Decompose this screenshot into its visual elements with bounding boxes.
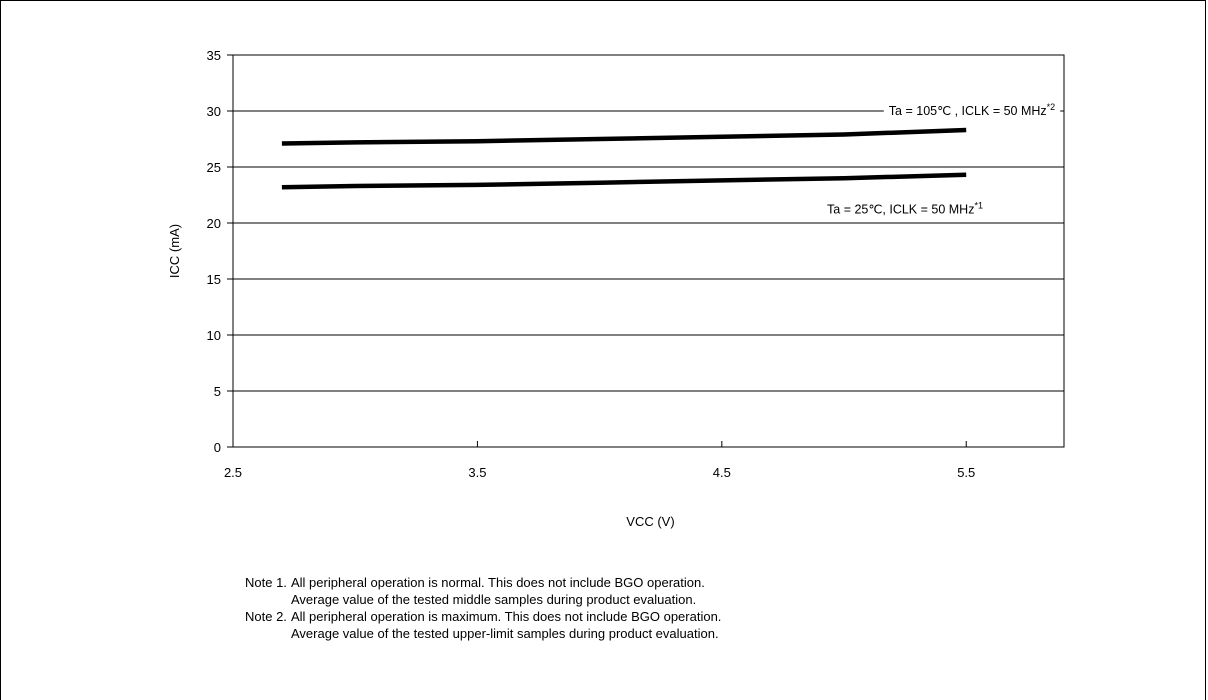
x-tick-label: 5.5: [957, 465, 975, 480]
series-label-2: Ta = 25℃, ICLK = 50 MHz*1: [827, 201, 983, 217]
icc-vs-vcc-chart: 2.5 3.5 4.5 5.5 0 5 10 15 20 25 30 35 Ta = 105℃ , …: [167, 48, 1065, 529]
series-line-2: [281, 172, 967, 190]
plot-area-border: [232, 54, 1065, 448]
note-1-line-1: All peripheral operation is normal. This…: [291, 575, 705, 590]
y-axis-label: ICC (mA): [167, 224, 182, 278]
y-tick-label: 5: [214, 384, 221, 399]
x-tick-label: 4.5: [713, 465, 731, 480]
y-tick-label: 0: [214, 440, 221, 455]
y-tick-label: 35: [207, 48, 221, 63]
note-1: Note 1. All peripheral operation is norm…: [245, 574, 721, 608]
note-1-label: Note 1.: [245, 575, 287, 590]
y-tick-label: 25: [207, 160, 221, 175]
note-2-line-1: All peripheral operation is maximum. Thi…: [291, 609, 722, 624]
note-2-label: Note 2.: [245, 609, 287, 624]
y-tick-label: 10: [207, 328, 221, 343]
x-axis-label: VCC (V): [626, 514, 674, 529]
x-tick-label: 3.5: [468, 465, 486, 480]
x-tick-label: 2.5: [224, 465, 242, 480]
series-line-1: [281, 127, 967, 146]
y-tick-label: 30: [207, 104, 221, 119]
series-label-1-gap: [883, 108, 1061, 114]
notes-block: Note 1. All peripheral operation is norm…: [245, 574, 721, 642]
note-1-line-2: Average value of the tested middle sampl…: [291, 592, 697, 607]
y-tick-label: 15: [207, 272, 221, 287]
y-tick-label: 20: [207, 216, 221, 231]
note-2: Note 2. All peripheral operation is maxi…: [245, 608, 721, 642]
series-label-1: Ta = 105℃ , ICLK = 50 MHz*2: [889, 102, 1055, 118]
note-2-line-2: Average value of the tested upper-limit …: [291, 626, 719, 641]
